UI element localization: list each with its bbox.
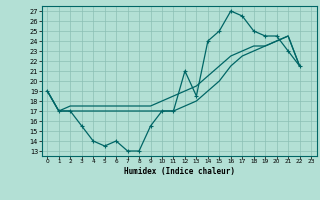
X-axis label: Humidex (Indice chaleur): Humidex (Indice chaleur) bbox=[124, 167, 235, 176]
